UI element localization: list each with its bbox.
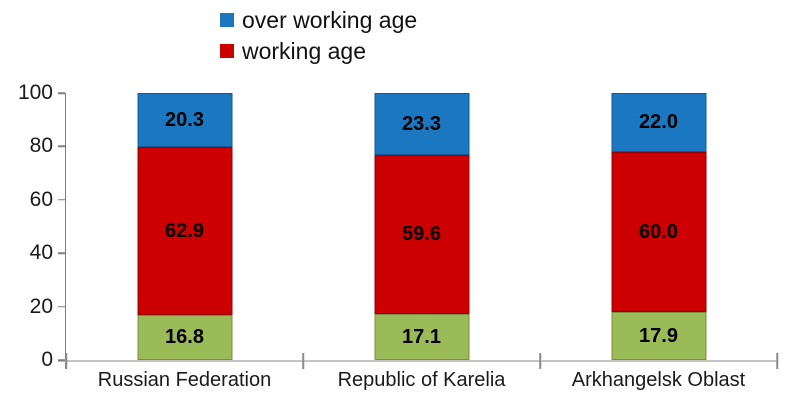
x-axis-line — [58, 360, 778, 362]
bar-segment: 22.0 — [611, 93, 706, 153]
bar-value-label: 20.3 — [165, 108, 204, 131]
y-axis-tick — [58, 92, 65, 94]
y-axis-tick — [58, 252, 65, 254]
bar-segment: 59.6 — [374, 155, 469, 315]
y-axis-tick — [58, 305, 65, 308]
bar-segment: 20.3 — [137, 93, 232, 148]
bar-value-label: 59.6 — [402, 223, 441, 246]
x-category-label: Republic of Karelia — [337, 369, 506, 391]
plot-area: 0 20 40 60 80 100 16.8 62.9 20.3 Russian Federati… — [18, 81, 778, 391]
x-axis-tick — [776, 353, 778, 369]
y-axis-tick — [58, 145, 65, 148]
chart-legend: over working age working age — [220, 6, 417, 65]
bar-segment: 17.1 — [374, 314, 469, 360]
y-axis-line — [64, 93, 66, 369]
bar-segment: 23.3 — [374, 93, 469, 156]
y-axis-tick-label: 20 — [29, 294, 53, 318]
y-axis-tick-label: 60 — [29, 187, 53, 211]
bar-column: 17.1 59.6 23.3 — [374, 93, 469, 360]
bar-segment: 60.0 — [611, 152, 706, 313]
y-axis-tick-label: 0 — [41, 348, 53, 371]
legend-label: working age — [242, 38, 367, 64]
y-axis-tick-label: 100 — [17, 81, 53, 104]
legend-item: over working age — [220, 6, 417, 34]
legend-label: over working age — [242, 7, 418, 33]
legend-item: working age — [220, 37, 417, 65]
bar-segment: 16.8 — [137, 315, 232, 360]
legend-swatch — [220, 44, 234, 58]
legend-swatch — [220, 13, 234, 27]
x-axis-tick — [539, 353, 541, 369]
x-category-label: Russian Federation — [97, 369, 272, 391]
bar-value-label: 60.0 — [639, 220, 678, 243]
y-axis-tick-label: 80 — [29, 134, 53, 158]
y-axis-tick-label: 40 — [29, 241, 53, 265]
y-axis-tick — [58, 199, 65, 201]
bar-segment: 62.9 — [137, 147, 232, 316]
bar-value-label: 16.8 — [165, 326, 204, 349]
bar-value-label: 62.9 — [165, 219, 204, 242]
bar-value-label: 23.3 — [402, 112, 441, 135]
bar-segment: 17.9 — [611, 312, 706, 360]
bar-value-label: 22.0 — [639, 111, 678, 134]
x-axis-tick — [65, 353, 67, 369]
y-axis-tick — [58, 359, 65, 361]
bar-column: 17.9 60.0 22.0 — [611, 93, 706, 360]
x-axis-tick — [302, 353, 304, 369]
bar-value-label: 17.9 — [639, 324, 678, 347]
bar-column: 16.8 62.9 20.3 — [137, 93, 232, 360]
bar-value-label: 17.1 — [402, 325, 441, 348]
x-category-label: Arkhangelsk Oblast — [571, 369, 746, 391]
